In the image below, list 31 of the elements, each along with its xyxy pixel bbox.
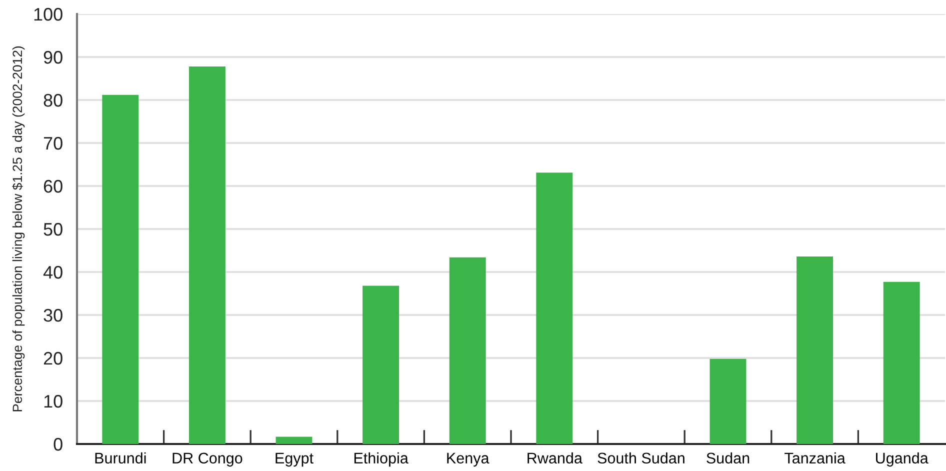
- x-tick-label: Kenya: [447, 452, 490, 467]
- x-tick-label: Rwanda: [528, 452, 582, 464]
- y-tick-label: 70: [44, 136, 62, 150]
- x-tick-label: Egypt: [276, 452, 314, 467]
- y-tick-label: 50: [44, 222, 62, 236]
- bar: [102, 94, 139, 444]
- bar: [536, 172, 573, 444]
- y-tick-label: 80: [44, 94, 62, 107]
- x-tick-label: Burundi: [95, 452, 146, 464]
- bar: [796, 256, 834, 444]
- x-tick-label: DR Congo: [172, 452, 242, 467]
- bar: [276, 436, 312, 444]
- x-tick-label: South Sudan: [598, 452, 684, 464]
- y-tick-label: 0: [54, 438, 62, 451]
- bar: [449, 257, 486, 444]
- y-tick-label: 40: [43, 266, 62, 279]
- x-tick-label: Sudan: [706, 452, 750, 464]
- x-tick-label: Tanzania: [784, 452, 846, 464]
- x-tick-label: Uganda: [876, 452, 928, 467]
- y-tick-label: 10: [44, 394, 62, 408]
- bar: [188, 66, 226, 444]
- bar: [883, 282, 920, 444]
- y-tick-label: 90: [44, 50, 62, 64]
- y-axis-title: Percentage of population living below $1.25 a day (2002-2012): [12, 46, 25, 412]
- bar: [710, 358, 746, 444]
- y-tick-label: 100: [34, 8, 62, 21]
- y-tick-label: 60: [44, 180, 62, 193]
- x-tick-label: Ethiopia: [354, 452, 408, 467]
- y-tick-label: 30: [44, 308, 62, 322]
- bar: [362, 286, 400, 444]
- y-tick-label: 20: [44, 352, 62, 365]
